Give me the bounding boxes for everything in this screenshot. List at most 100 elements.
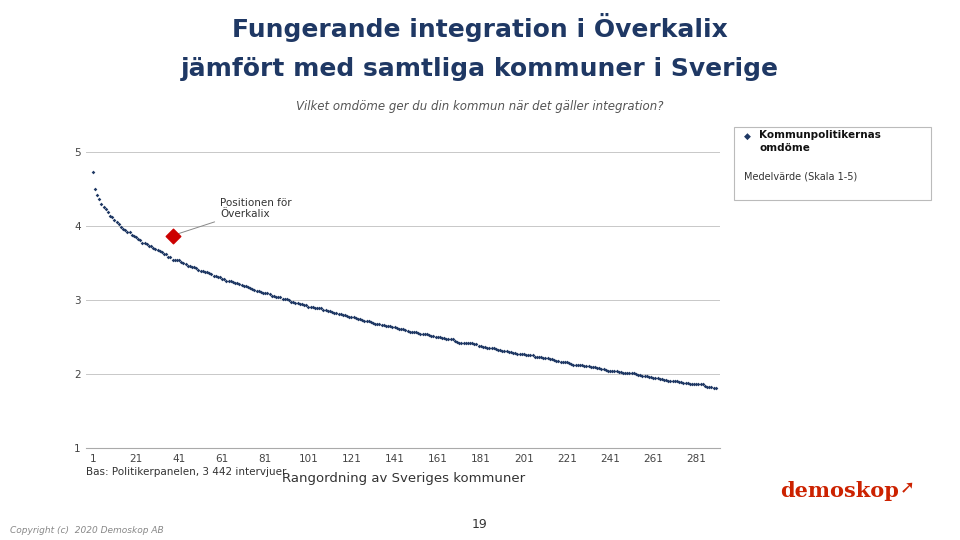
- Point: [622, 369, 637, 377]
- Point: [460, 339, 475, 348]
- Point: [635, 372, 650, 380]
- Point: [562, 359, 577, 367]
- Point: [686, 380, 702, 388]
- Text: Copyright (c)  2020 Demoskop AB: Copyright (c) 2020 Demoskop AB: [10, 525, 163, 535]
- Point: [467, 339, 482, 348]
- Point: [146, 244, 161, 253]
- Point: [538, 354, 553, 362]
- Point: [342, 312, 357, 321]
- Point: [269, 292, 284, 301]
- Point: [512, 349, 527, 358]
- Point: [103, 212, 118, 220]
- Point: [680, 379, 695, 388]
- Point: [87, 185, 103, 194]
- Text: Positionen för
Överkalix: Positionen för Överkalix: [176, 198, 292, 235]
- Point: [186, 262, 202, 271]
- Point: [370, 320, 385, 328]
- Point: [363, 318, 378, 327]
- Point: [273, 293, 288, 302]
- Point: [443, 335, 458, 343]
- Point: [96, 203, 111, 212]
- Point: [560, 358, 575, 367]
- Point: [591, 364, 607, 373]
- Point: [277, 294, 293, 303]
- Point: [564, 359, 579, 368]
- Point: [447, 337, 463, 346]
- Point: [540, 354, 555, 362]
- Point: [693, 380, 708, 389]
- Point: [489, 345, 504, 354]
- Point: [439, 334, 454, 343]
- Point: [508, 349, 523, 357]
- Point: [228, 279, 243, 287]
- Point: [396, 325, 411, 334]
- Point: [613, 368, 629, 377]
- Point: [346, 313, 361, 321]
- Point: [217, 275, 232, 284]
- Point: [357, 317, 372, 326]
- Point: [108, 218, 124, 227]
- Point: [143, 242, 158, 251]
- Point: [473, 341, 489, 350]
- Point: [257, 289, 273, 298]
- Point: [423, 331, 439, 340]
- Point: [695, 380, 710, 389]
- Point: [134, 238, 150, 247]
- Point: [522, 350, 538, 359]
- Point: [337, 311, 352, 320]
- Point: [420, 330, 435, 339]
- Text: Kommunpolitikernas
omdöme: Kommunpolitikernas omdöme: [759, 130, 881, 153]
- Point: [309, 304, 324, 313]
- Point: [413, 329, 428, 338]
- Point: [299, 301, 314, 310]
- X-axis label: Rangordning av Sveriges kommuner: Rangordning av Sveriges kommuner: [281, 472, 525, 485]
- Point: [368, 319, 383, 328]
- Point: [297, 300, 312, 309]
- Point: [553, 357, 568, 366]
- Point: [89, 191, 105, 199]
- Point: [105, 213, 120, 221]
- Point: [305, 303, 321, 312]
- Text: Vilket omdöme ger du din kommun när det gäller integration?: Vilket omdöme ger du din kommun när det …: [297, 100, 663, 113]
- Point: [131, 234, 146, 243]
- Point: [205, 272, 221, 280]
- Point: [223, 277, 238, 286]
- Point: [350, 314, 366, 323]
- Point: [605, 366, 620, 375]
- Point: [210, 272, 226, 281]
- Point: [577, 362, 592, 370]
- Point: [611, 367, 626, 376]
- Point: [654, 375, 669, 384]
- Text: 19: 19: [472, 518, 488, 531]
- Point: [158, 250, 174, 259]
- Point: [234, 281, 250, 290]
- Point: [674, 378, 689, 387]
- Point: [100, 208, 115, 217]
- Point: [340, 312, 355, 320]
- Point: [609, 367, 624, 375]
- Point: [221, 276, 236, 285]
- Point: [290, 299, 305, 307]
- Point: [697, 382, 712, 390]
- Point: [359, 317, 374, 326]
- Point: [85, 168, 101, 177]
- Point: [335, 311, 350, 320]
- Point: [477, 343, 492, 352]
- Point: [445, 335, 461, 343]
- Point: [542, 354, 558, 363]
- Point: [688, 380, 704, 388]
- Point: [581, 362, 596, 370]
- Point: [292, 300, 307, 308]
- Point: [152, 246, 167, 255]
- Point: [275, 294, 290, 303]
- Point: [156, 249, 172, 258]
- Point: [451, 338, 467, 347]
- Point: [255, 289, 271, 298]
- Point: [191, 266, 206, 274]
- Point: [193, 267, 208, 275]
- Point: [366, 319, 381, 327]
- Point: [415, 329, 430, 338]
- Point: [628, 370, 643, 379]
- Point: [132, 235, 148, 244]
- Point: [249, 287, 264, 295]
